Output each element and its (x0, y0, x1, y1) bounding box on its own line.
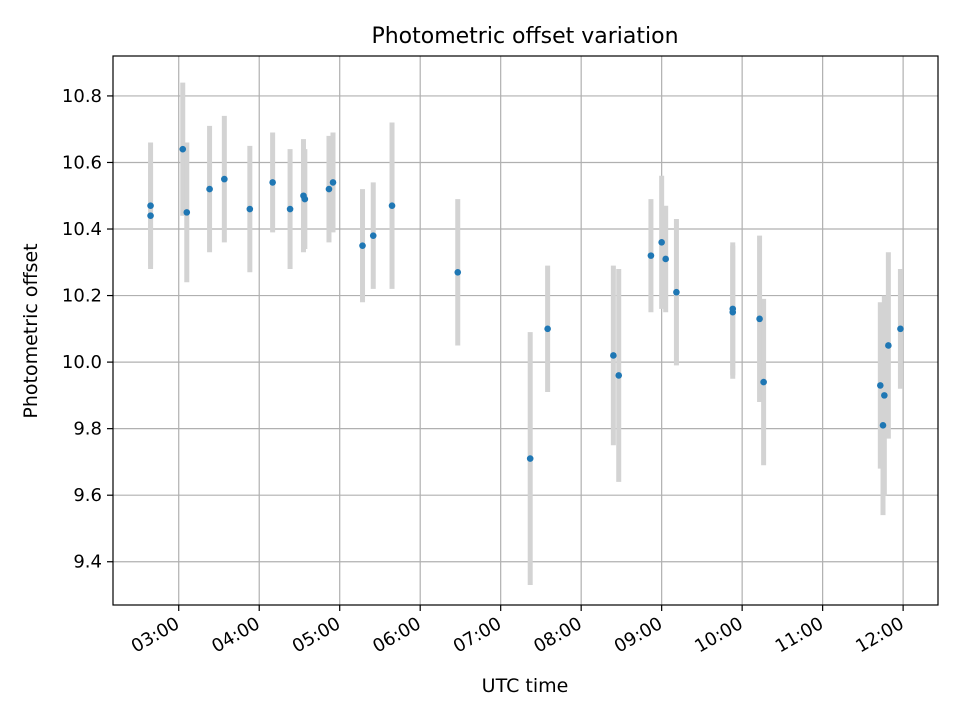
data-point (662, 255, 669, 263)
data-point (756, 315, 763, 323)
data-point (286, 205, 294, 213)
data-point (147, 202, 154, 210)
data-point (454, 268, 462, 276)
data-point (879, 422, 887, 429)
y-tick-label: 10.8 (62, 86, 102, 107)
data-point (673, 288, 680, 296)
y-tick-label: 9.8 (73, 419, 102, 440)
chart-title: Photometric offset variation (371, 24, 678, 49)
y-tick-label: 10.4 (62, 219, 102, 240)
data-point (877, 382, 884, 389)
y-tick-label: 10.2 (62, 286, 102, 307)
data-point (388, 202, 396, 210)
x-axis-label: UTC time (482, 675, 569, 697)
data-point (301, 195, 309, 203)
y-tick-label: 10.0 (62, 352, 102, 373)
data-point (269, 179, 276, 186)
y-axis-ticks: 9.4 9.6 9.8 10.0 10.2 10.4 10.6 10.8 (62, 86, 113, 573)
data-point (526, 455, 534, 462)
y-tick-label: 10.6 (62, 152, 102, 173)
data-point (544, 325, 551, 333)
data-point (359, 242, 366, 249)
data-point (885, 342, 892, 349)
data-point (729, 305, 737, 313)
data-point (610, 352, 617, 359)
data-point (615, 372, 623, 379)
data-point (325, 185, 333, 193)
data-point (206, 185, 213, 193)
data-point (369, 232, 377, 239)
data-point (246, 205, 254, 213)
data-point (179, 145, 187, 153)
plot-frame (112, 55, 939, 606)
data-point (221, 175, 228, 183)
y-axis-label: Photometric offset (20, 243, 42, 418)
data-point (147, 212, 154, 220)
data-point (658, 239, 665, 246)
data-point (760, 378, 767, 386)
data-point (183, 209, 191, 216)
data-points (147, 145, 904, 462)
data-point (647, 252, 655, 259)
y-tick-label: 9.4 (73, 552, 102, 573)
grid (113, 56, 938, 605)
data-point (329, 179, 337, 186)
data-point (897, 325, 904, 333)
y-tick-label: 9.6 (73, 485, 102, 506)
data-point (881, 392, 888, 399)
